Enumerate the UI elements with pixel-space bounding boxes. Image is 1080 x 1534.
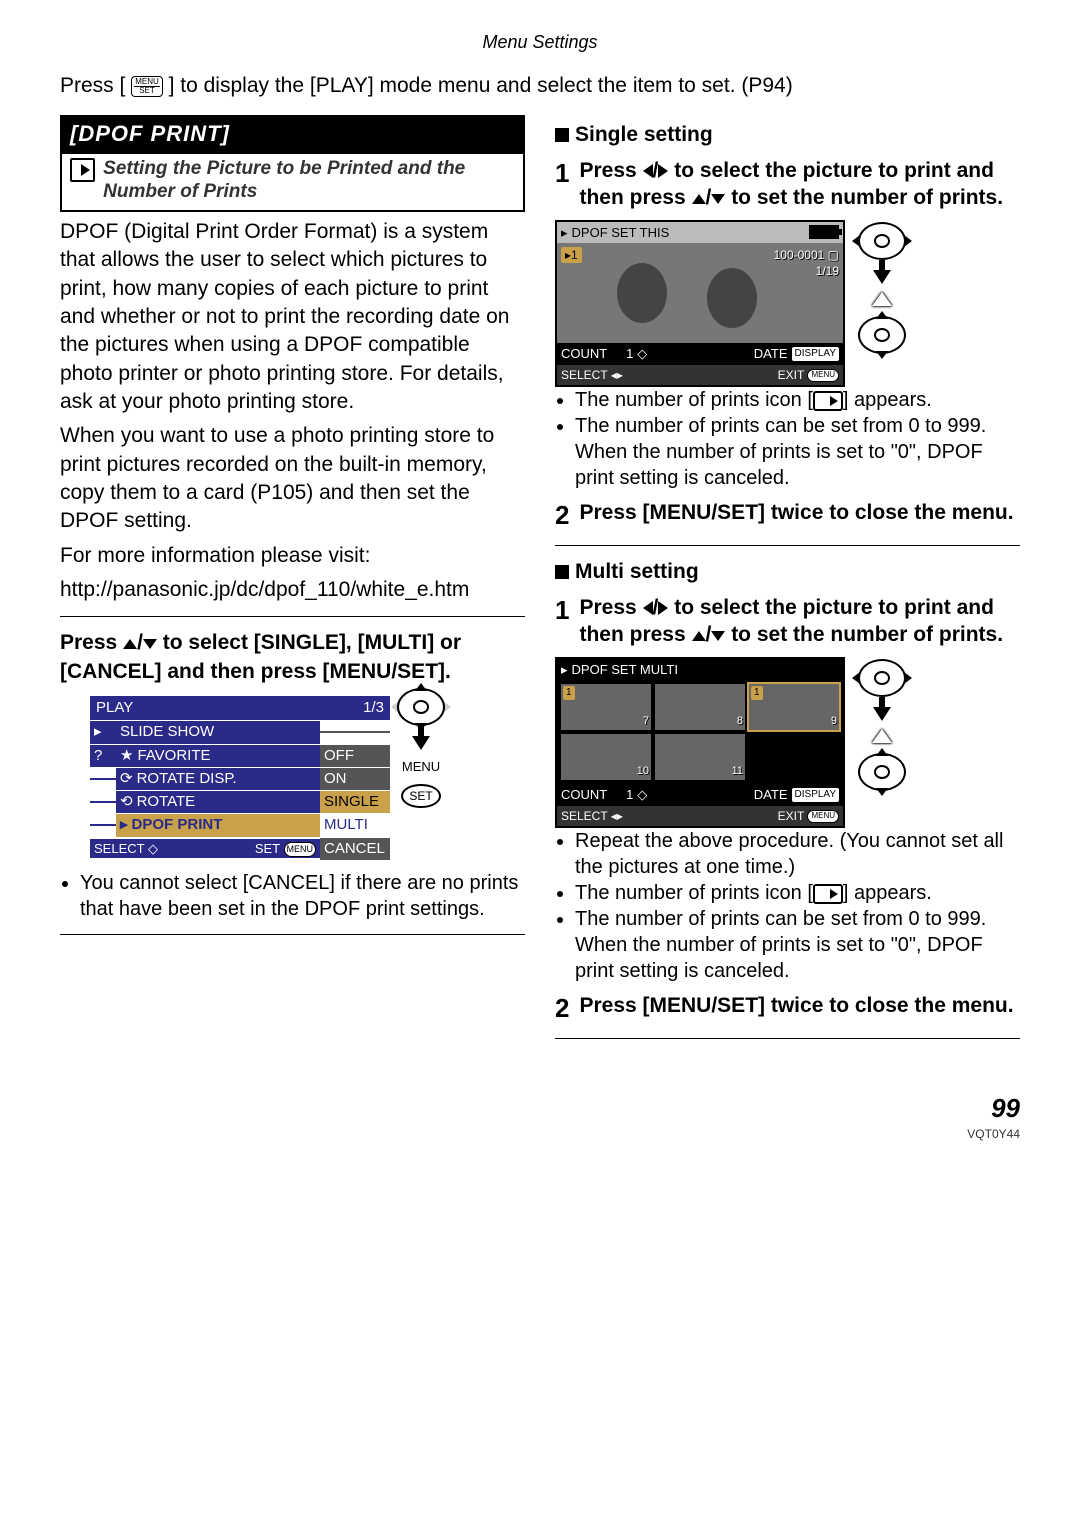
- left-triangle-icon: [643, 601, 653, 615]
- play-mode-icon: [70, 158, 95, 182]
- note-bullet: The number of prints icon [] appears.: [575, 880, 1020, 906]
- note-bullet: The number of prints icon [] appears.: [575, 387, 1020, 413]
- play-menu-sidebar-icon: [90, 777, 116, 780]
- lcd-single: ▸ DPOF SET THIS ▸1 100-0001 ▢ 1/19 COUNT…: [555, 220, 845, 387]
- page-section-title: Menu Settings: [60, 30, 1020, 54]
- play-menu-item-value: ON: [320, 767, 390, 790]
- set-oval-icon: SET: [401, 784, 440, 808]
- dpad-icon: [855, 314, 909, 356]
- lcd-multi: ▸ DPOF SET MULTI 17 8 19 10 11 COUNT 1 ◇…: [555, 657, 845, 828]
- play-menu-header-left: PLAY: [96, 698, 133, 718]
- dpad-icon: [855, 657, 909, 699]
- thumb: 8: [655, 684, 745, 730]
- para-dpof-1: DPOF (Digital Print Order Format) is a s…: [60, 218, 525, 416]
- play-menu-item-value: MULTI: [320, 813, 390, 836]
- square-bullet-icon: [555, 128, 569, 142]
- down-triangle-icon: [143, 639, 157, 649]
- dpof-title: [DPOF PRINT]: [60, 115, 525, 153]
- arrow-down-icon: [412, 736, 430, 750]
- up-triangle-icon: [692, 194, 706, 204]
- right-triangle-icon: [658, 601, 668, 615]
- up-triangle-icon: [123, 639, 137, 649]
- arrow-up-icon: [872, 729, 892, 743]
- thumb: 10: [561, 734, 651, 780]
- dpad-icon: [855, 220, 909, 262]
- down-triangle-icon: [711, 194, 725, 204]
- para-dpof-3a: For more information please visit:: [60, 542, 525, 570]
- square-bullet-icon: [555, 565, 569, 579]
- play-menu-item-value: SINGLE: [320, 790, 390, 813]
- play-menu-sidebar-icon: [90, 800, 116, 803]
- play-menu-item-value: [320, 730, 390, 733]
- lcd-single-title: DPOF SET THIS: [572, 224, 670, 242]
- print-icon: [813, 884, 843, 904]
- dpad-icon: [855, 751, 909, 793]
- intro-prefix: Press [: [60, 74, 125, 97]
- single-step-2: 2 Press [MENU/SET] twice to close the me…: [555, 499, 1020, 533]
- thumb: 11: [655, 734, 745, 780]
- thumb: [749, 734, 839, 780]
- single-step-1: 1 Press / to select the picture to print…: [555, 157, 1020, 212]
- doc-code: VQT0Y44: [60, 1126, 1020, 1142]
- play-menu-item-label: SLIDE SHOW: [116, 720, 320, 743]
- down-triangle-icon: [711, 631, 725, 641]
- play-menu-item-value: OFF: [320, 744, 390, 767]
- intro-line: Press [ MENUSET ] to display the [PLAY] …: [60, 72, 1020, 100]
- print-small-icon: ▸: [561, 661, 568, 679]
- arrow-down-icon: [873, 707, 891, 721]
- note-bullet: You cannot select [CANCEL] if there are …: [80, 870, 525, 922]
- play-menu-item-label: ⟲ ROTATE: [116, 790, 320, 813]
- dpad-controls: MENU SET: [394, 686, 448, 808]
- dpad-controls: [855, 657, 909, 793]
- dpad-icon: [394, 686, 448, 728]
- arrow-up-icon: [872, 292, 892, 306]
- note-bullet: Repeat the above procedure. (You cannot …: [575, 828, 1020, 880]
- multi-setting-heading: Multi setting: [555, 558, 1020, 586]
- thumb: 19: [749, 684, 839, 730]
- battery-icon: [809, 225, 839, 239]
- note-bullet: The number of prints can be set from 0 t…: [575, 906, 1020, 984]
- play-menu-sidebar-icon: ▸: [90, 720, 116, 743]
- play-menu-item-label: ★ FAVORITE: [116, 744, 320, 767]
- print-small-icon: ▸: [561, 224, 568, 242]
- play-menu-sidebar-icon: ?: [90, 744, 116, 767]
- intro-suffix: ] to display the [PLAY] mode menu and se…: [169, 74, 793, 97]
- dpad-controls: [855, 220, 909, 356]
- multi-step-1: 1 Press / to select the picture to print…: [555, 594, 1020, 649]
- para-dpof-3b: http://panasonic.jp/dc/dpof_110/white_e.…: [60, 576, 525, 604]
- play-menu-sidebar-icon: [90, 823, 116, 826]
- single-setting-heading: Single setting: [555, 121, 1020, 149]
- left-triangle-icon: [643, 164, 653, 178]
- print-icon: [813, 391, 843, 411]
- note-bullet: The number of prints can be set from 0 t…: [575, 413, 1020, 491]
- arrow-down-icon: [873, 270, 891, 284]
- thumb: 17: [561, 684, 651, 730]
- dpof-title-box: [DPOF PRINT] Setting the Picture to be P…: [60, 115, 525, 212]
- main-step: Press / to select [SINGLE], [MULTI] or […: [60, 629, 525, 686]
- play-menu-item-label: ⟳ ROTATE DISP.: [116, 767, 320, 790]
- multi-step-2: 2 Press [MENU/SET] twice to close the me…: [555, 992, 1020, 1026]
- right-triangle-icon: [658, 164, 668, 178]
- dpof-subtitle: Setting the Picture to be Printed and th…: [103, 158, 515, 204]
- menu-set-icon: MENUSET: [131, 76, 163, 97]
- play-menu-header-right: 1/3: [363, 698, 384, 718]
- play-menu-lcd: PLAY 1/3 ▸ SLIDE SHOW ? ★ FAVORITE OFF ⟳…: [90, 696, 390, 860]
- frame-number: 1/19: [774, 263, 839, 279]
- print-count-badge: ▸1: [561, 247, 582, 263]
- file-number: 100-0001 ▢: [774, 247, 839, 263]
- lcd-multi-title: DPOF SET MULTI: [572, 661, 678, 679]
- play-menu-item-label: ▸ DPOF PRINT: [116, 813, 320, 836]
- para-dpof-2: When you want to use a photo printing st…: [60, 422, 525, 535]
- up-triangle-icon: [692, 631, 706, 641]
- menu-label: MENU: [402, 758, 440, 776]
- page-number: 99: [60, 1091, 1020, 1126]
- play-menu-cancel: CANCEL: [320, 837, 390, 860]
